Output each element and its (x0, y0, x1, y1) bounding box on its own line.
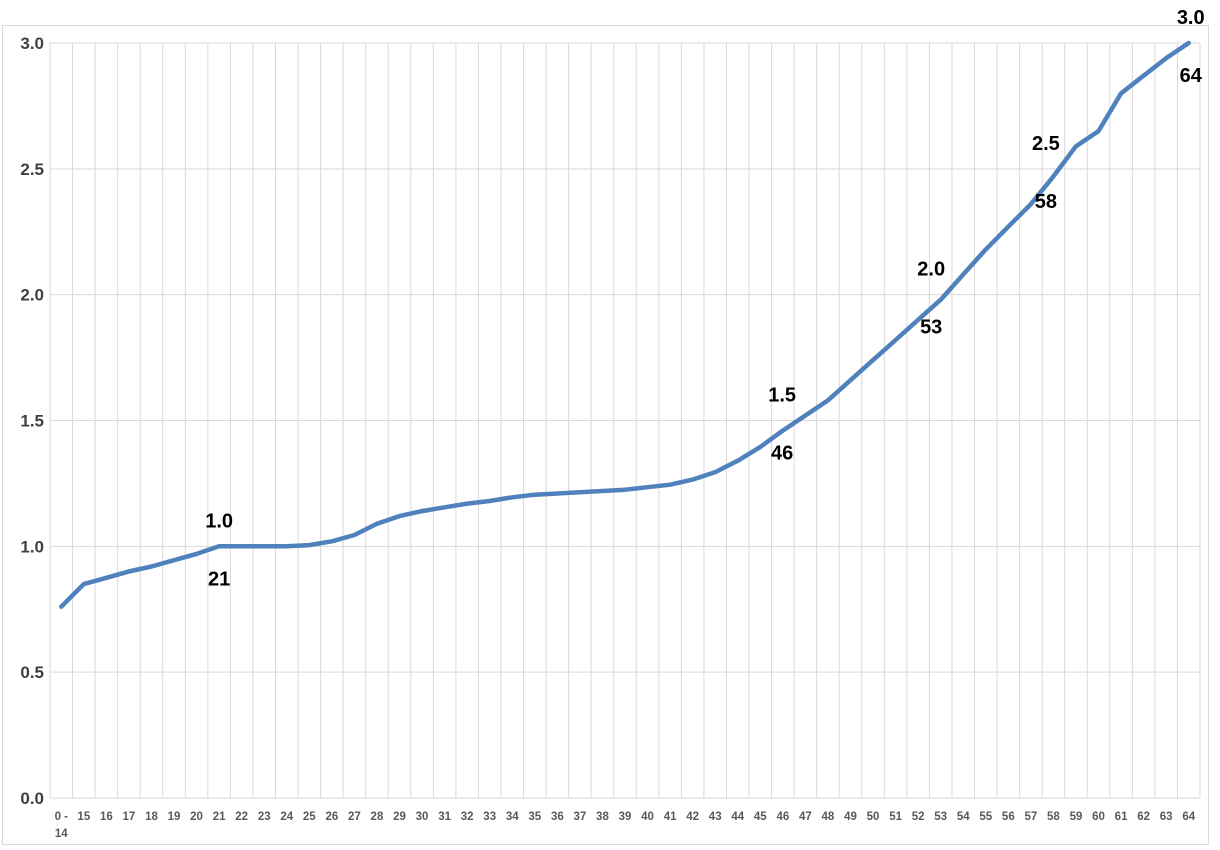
series-line (59, 40, 1191, 609)
x-tick-label: 57 (1024, 811, 1037, 823)
x-tick-label: 17 (123, 811, 136, 823)
x-tick-label: 41 (664, 811, 677, 823)
x-tick-label: 62 (1137, 811, 1150, 823)
x-tick-label: 35 (528, 811, 541, 823)
x-tick-label: 38 (596, 811, 609, 823)
x-tick-label: 28 (371, 811, 384, 823)
x-tick-label: 42 (686, 811, 699, 823)
x-tick-label: 53 (934, 811, 947, 823)
x-tick-label: 32 (461, 811, 474, 823)
x-tick-label: 55 (979, 811, 992, 823)
y-tick-label: 1.5 (20, 412, 44, 431)
x-tick-label: 22 (235, 811, 248, 823)
x-tick-label: 52 (912, 811, 925, 823)
x-tick-label: 33 (483, 811, 496, 823)
annotation-age-label: 21 (208, 568, 230, 590)
x-tick-label: 64 (1182, 811, 1195, 823)
x-tick-label: 61 (1115, 811, 1128, 823)
x-tick-label: 43 (709, 811, 722, 823)
x-tick-label: 26 (325, 811, 338, 823)
x-tick-label: 21 (213, 811, 226, 823)
x-tick-label: 60 (1092, 811, 1105, 823)
x-tick-label: 59 (1070, 811, 1083, 823)
annotation-milestone-label: 1.0 (205, 510, 233, 532)
x-tick-label: 23 (258, 811, 271, 823)
y-tick-label: 0.5 (20, 663, 44, 682)
x-tick-label: 15 (77, 811, 90, 823)
x-tick-label: 58 (1047, 811, 1060, 823)
x-tick-label: 63 (1160, 811, 1173, 823)
x-tick-label: 46 (776, 811, 789, 823)
x-tick-label: 47 (799, 811, 812, 823)
annotation-age-label: 53 (920, 317, 942, 339)
x-tick-label: 36 (551, 811, 564, 823)
x-tick-label: 48 (822, 811, 835, 823)
x-tick-label: 44 (731, 811, 744, 823)
annotation-milestone-label: 2.0 (917, 259, 945, 281)
x-tick-label: 51 (889, 811, 902, 823)
x-tick-label: 45 (754, 811, 767, 823)
x-tick-label: 56 (1002, 811, 1015, 823)
x-tick-label: 39 (619, 811, 632, 823)
chart-border (2, 25, 1209, 845)
y-tick-label: 2.0 (20, 286, 44, 305)
y-tick-label: 1.0 (20, 537, 44, 556)
annotation-milestone-label: 2.5 (1032, 133, 1060, 155)
annotation-milestone-label: 3.0 (1177, 7, 1205, 29)
x-tick-label: 34 (506, 811, 519, 823)
x-tick-label: 54 (957, 811, 970, 823)
annotation-milestone-label: 1.5 (768, 385, 796, 407)
x-tick-label: 18 (145, 811, 158, 823)
x-tick-label: 31 (438, 811, 451, 823)
x-tick-label: 27 (348, 811, 361, 823)
annotation-age-label: 64 (1180, 65, 1203, 87)
x-tick-label: 49 (844, 811, 857, 823)
x-tick-label: 29 (393, 811, 406, 823)
x-tick-label: 25 (303, 811, 316, 823)
x-tick-label: 30 (416, 811, 429, 823)
x-tick-label: 19 (168, 811, 181, 823)
annotation-age-label: 58 (1035, 191, 1057, 213)
x-tick-label: 20 (190, 811, 203, 823)
x-tick-label: 37 (574, 811, 587, 823)
y-tick-label: 2.5 (20, 160, 44, 179)
x-tick-label: 16 (100, 811, 113, 823)
y-tick-label: 3.0 (20, 34, 44, 53)
annotation-age-label: 46 (771, 443, 793, 465)
y-tick-label: 0.0 (20, 789, 44, 808)
x-tick-label: 0 -14 (55, 811, 69, 840)
x-tick-label: 40 (641, 811, 654, 823)
x-tick-label: 24 (280, 811, 293, 823)
x-tick-label: 50 (867, 811, 880, 823)
